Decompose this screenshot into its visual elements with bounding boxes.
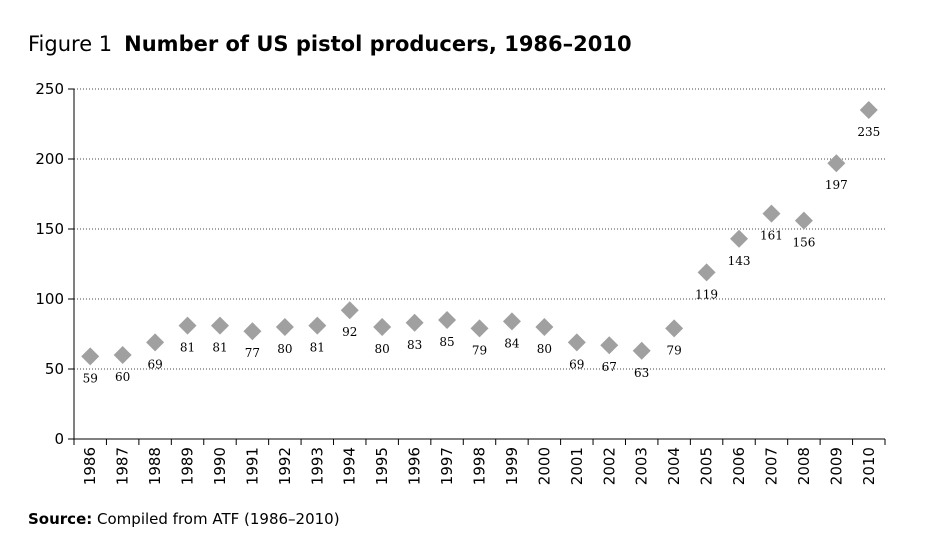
x-tick-label: 1994 [341, 447, 359, 485]
x-tick-label: 1987 [114, 447, 132, 485]
data-label: 67 [602, 360, 617, 374]
y-tick-label: 150 [35, 220, 64, 238]
data-label: 79 [472, 343, 487, 357]
data-label: 119 [695, 287, 718, 301]
data-label: 77 [245, 346, 260, 360]
x-tick-label: 2010 [860, 447, 878, 485]
data-point [275, 318, 294, 336]
y-tick-label: 50 [45, 360, 64, 378]
x-tick-label: 2006 [730, 447, 748, 485]
data-point [502, 312, 521, 331]
x-tick-label: 1988 [146, 447, 164, 485]
data-point [697, 263, 716, 282]
data-point [470, 319, 489, 338]
x-tick-label: 1999 [503, 447, 521, 485]
data-point [438, 311, 457, 329]
data-point [730, 229, 749, 248]
data-label: 80 [537, 342, 552, 356]
data-label: 235 [857, 125, 880, 139]
data-label: 81 [310, 341, 325, 355]
data-point [308, 316, 327, 335]
x-tick-label: 2001 [568, 447, 586, 485]
data-point [113, 346, 132, 364]
x-tick-label: 1993 [308, 447, 326, 485]
data-point [81, 347, 100, 366]
data-point [567, 333, 586, 352]
data-point [340, 301, 359, 320]
data-point [373, 318, 392, 336]
data-label: 143 [728, 254, 751, 268]
data-point [859, 101, 878, 119]
y-tick-label: 200 [35, 150, 64, 168]
data-label: 63 [634, 366, 649, 380]
data-label: 84 [504, 336, 520, 350]
data-point [794, 211, 813, 230]
x-tick-label: 1996 [406, 447, 424, 485]
x-tick-label: 1990 [211, 447, 229, 485]
x-tick-label: 1997 [438, 447, 456, 485]
data-label: 80 [375, 342, 390, 356]
y-tick-label: 100 [35, 290, 64, 308]
data-label: 161 [760, 229, 783, 243]
x-tick-label: 2009 [827, 447, 845, 485]
data-point [827, 154, 846, 173]
y-tick-label: 0 [54, 430, 64, 448]
data-label: 156 [792, 236, 815, 250]
data-point [178, 316, 197, 335]
data-label: 81 [180, 341, 195, 355]
chart-title: Number of US pistol producers, 1986–2010 [124, 32, 632, 56]
source-note: Source: Compiled from ATF (1986–2010) [28, 510, 340, 528]
data-point [600, 336, 619, 355]
x-tick-label: 2004 [665, 447, 683, 485]
x-tick-label: 2007 [762, 447, 780, 485]
x-tick-label: 1989 [179, 447, 197, 485]
x-tick-label: 2003 [633, 447, 651, 485]
data-point [243, 322, 262, 341]
data-label: 85 [439, 335, 454, 349]
data-label: 69 [569, 357, 584, 371]
data-point [146, 333, 165, 352]
data-point [762, 204, 781, 223]
x-tick-label: 2005 [698, 447, 716, 485]
data-label: 80 [277, 342, 292, 356]
data-point [535, 318, 554, 336]
data-label: 81 [212, 341, 227, 355]
data-label: 83 [407, 338, 422, 352]
x-tick-label: 1995 [373, 447, 391, 485]
data-point [632, 341, 651, 360]
data-point [665, 319, 684, 338]
x-tick-label: 1998 [471, 447, 489, 485]
figure-title: Figure 1 Number of US pistol producers, 1… [28, 32, 632, 56]
source-label: Source: [28, 510, 93, 528]
data-label: 69 [147, 357, 162, 371]
data-point [405, 313, 424, 332]
scatter-chart: 0 50 100 150 200 250 1986 1987 1988 1989 1990 1991 1… [35, 80, 886, 485]
x-tick-label: 1992 [276, 447, 294, 485]
x-tick-label: 2000 [535, 447, 553, 485]
data-point [210, 316, 229, 335]
data-label: 197 [825, 178, 848, 192]
data-label: 79 [666, 343, 681, 357]
x-tick-label: 1986 [81, 447, 99, 485]
data-label: 92 [342, 325, 357, 339]
data-label: 60 [115, 370, 130, 384]
data-label: 59 [83, 371, 98, 385]
figure-number: Figure 1 [28, 32, 113, 56]
x-tick-label: 2008 [795, 447, 813, 485]
source-text: Compiled from ATF (1986–2010) [97, 510, 340, 528]
y-tick-label: 250 [35, 80, 64, 98]
x-tick-label: 2002 [600, 447, 618, 485]
x-tick-label: 1991 [243, 447, 261, 485]
